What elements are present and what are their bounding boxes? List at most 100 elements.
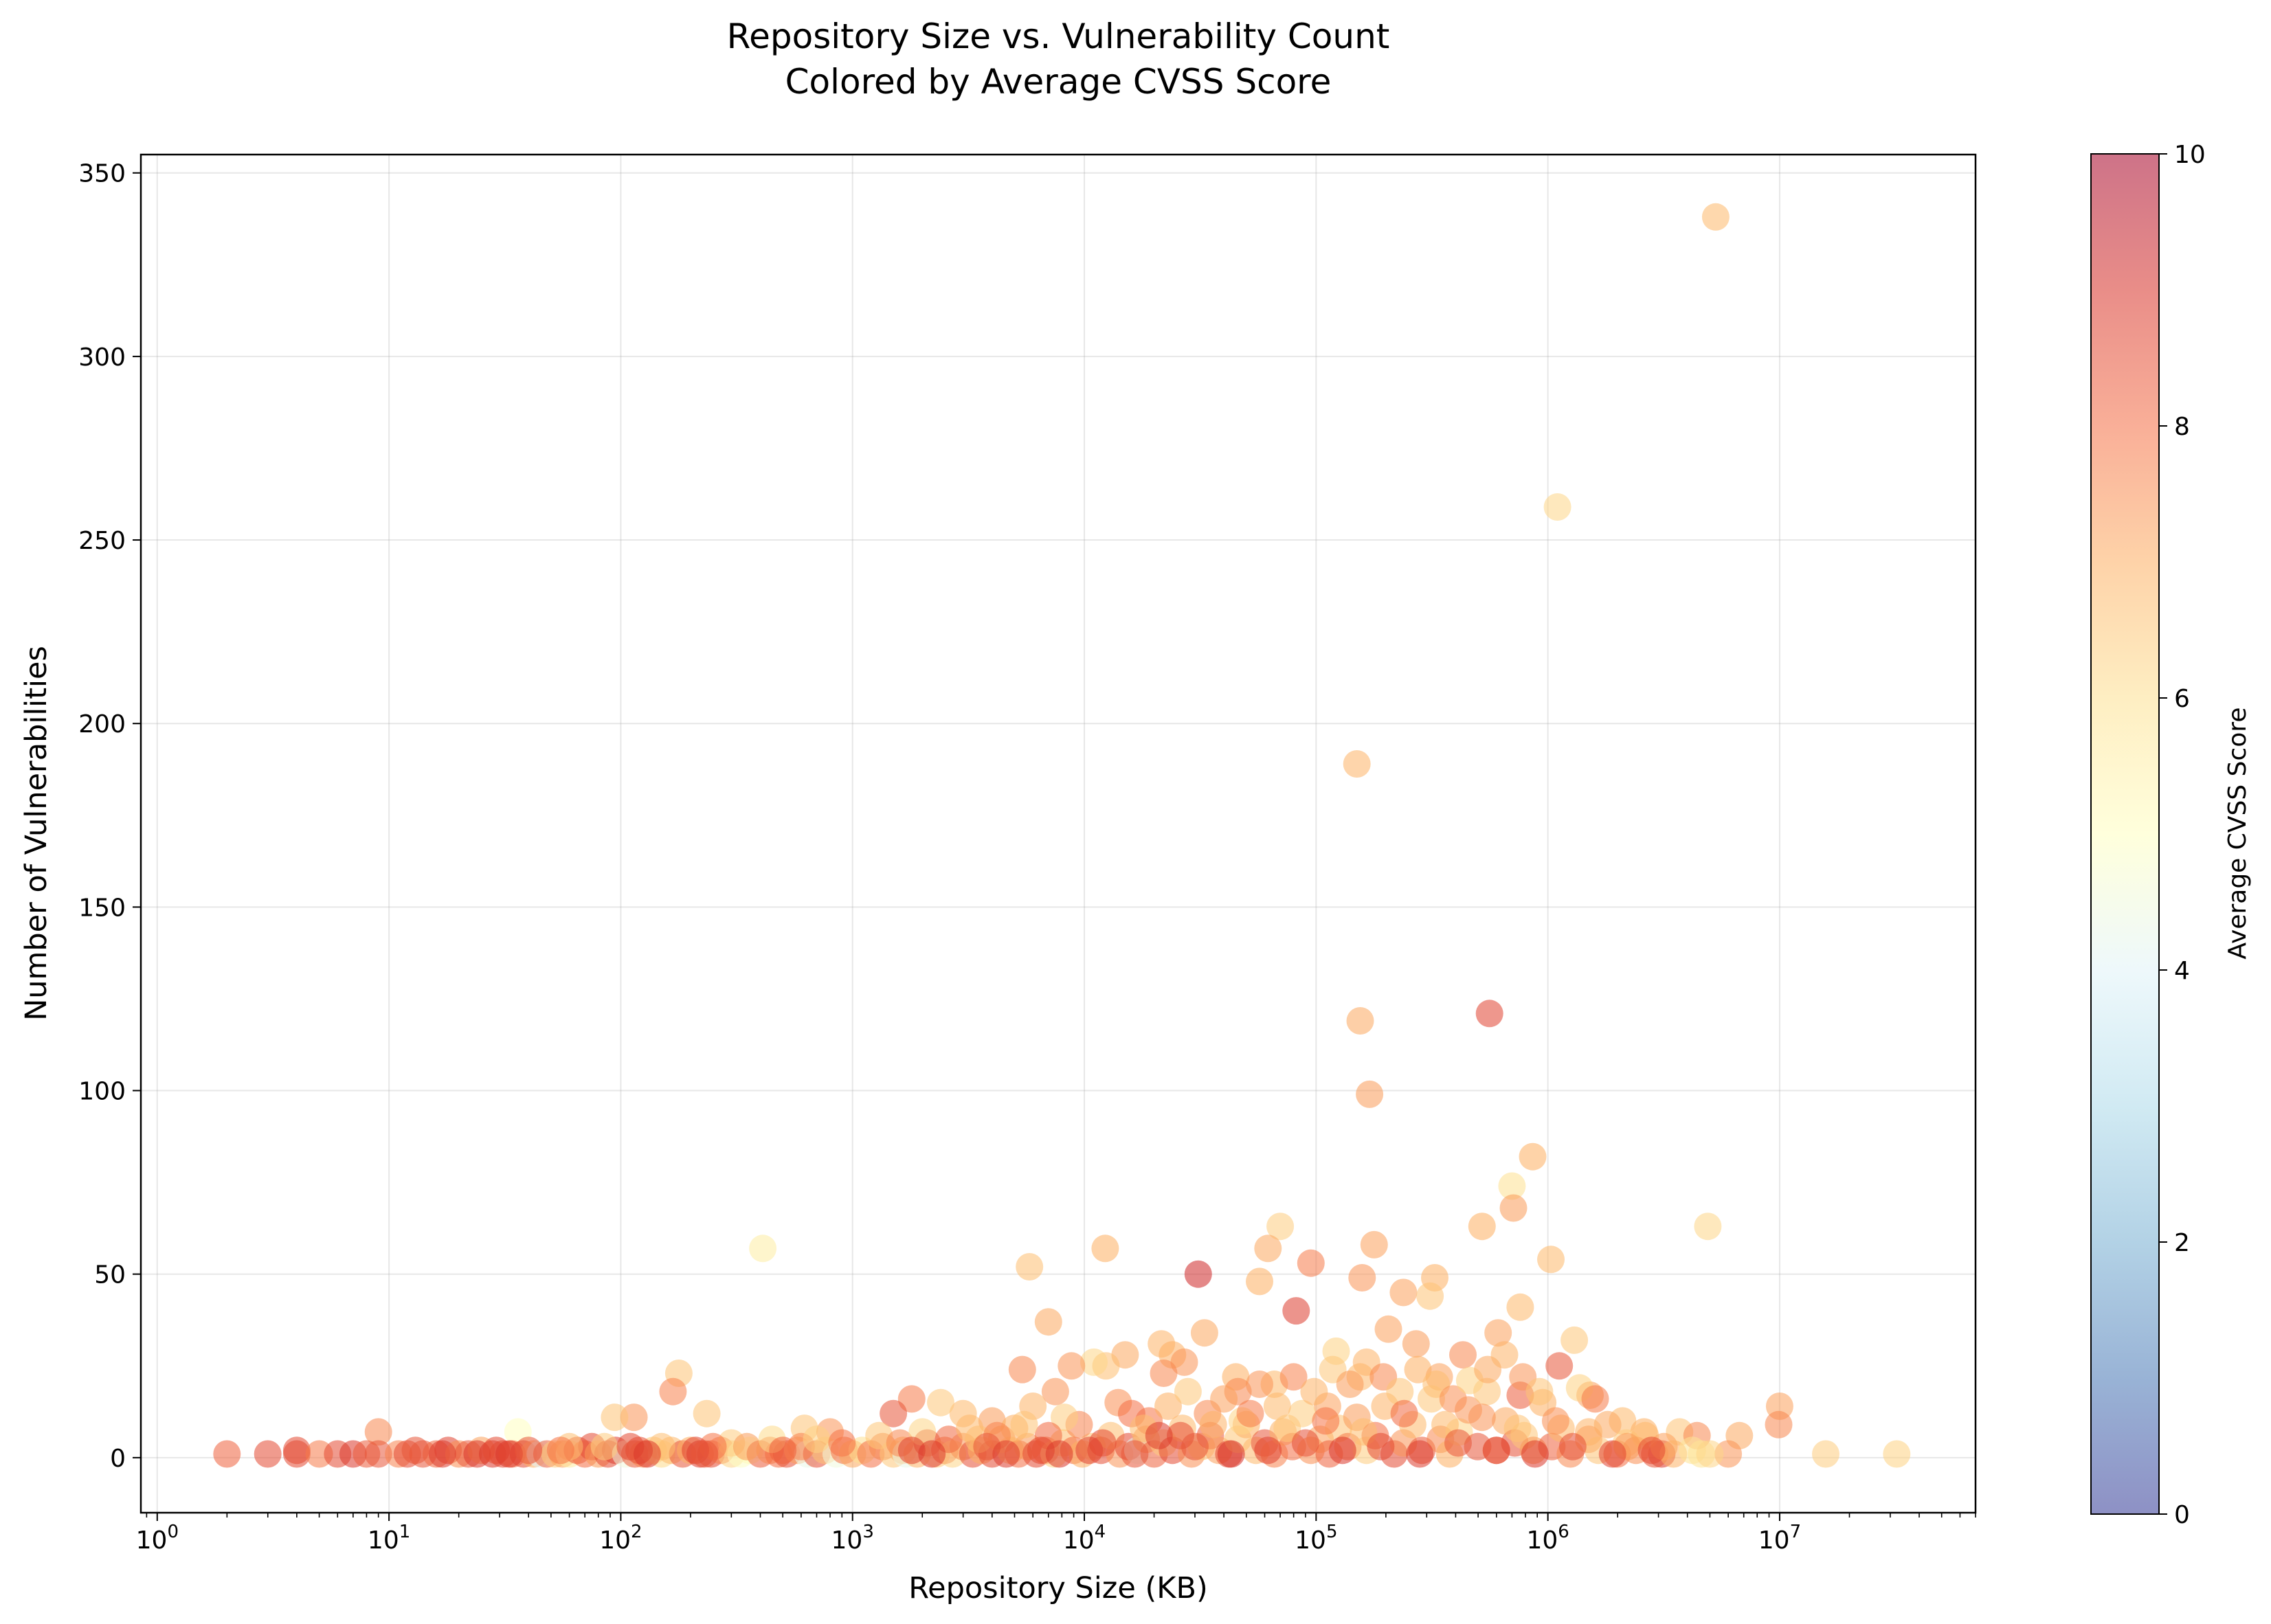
scatter-point (1282, 1297, 1310, 1325)
data-points (213, 203, 1911, 1468)
scatter-point (1367, 1432, 1395, 1461)
scatter-point (1498, 1172, 1526, 1200)
scatter-point (1246, 1371, 1273, 1398)
scatter-point (1346, 1007, 1374, 1035)
scatter-point (1190, 1319, 1218, 1347)
colorbar-gradient (2090, 153, 2160, 1515)
scatter-point (1404, 1355, 1432, 1384)
scatter-point (1210, 1385, 1238, 1413)
scatter-point (880, 1399, 908, 1428)
scatter-point (803, 1425, 831, 1454)
colorbar-ticks: 0 2 4 6 8 10 (2159, 141, 2206, 1529)
scatter-point (1174, 1377, 1202, 1406)
y-tick-label: 150 (78, 894, 126, 922)
y-axis-label: Number of Vulnerabilities (19, 646, 54, 1021)
scatter-point (1008, 1355, 1036, 1384)
scatter-point (1468, 1213, 1496, 1241)
scatter-point (633, 1440, 661, 1468)
scatter-point (590, 1432, 618, 1461)
scatter-point (1184, 1260, 1212, 1288)
scatter-point (956, 1414, 984, 1443)
scatter-point (1356, 1080, 1384, 1108)
scatter-point (691, 1440, 719, 1468)
colorbar-tick-label: 10 (2174, 141, 2206, 169)
scatter-point (1263, 1392, 1291, 1420)
scatter-point (1291, 1429, 1319, 1457)
scatter-point (769, 1436, 797, 1465)
scatter-point (1336, 1371, 1364, 1398)
scatter-point (1883, 1440, 1911, 1468)
scatter-point (1812, 1440, 1839, 1468)
scatter-point (1521, 1440, 1549, 1468)
scatter-point (1051, 1403, 1078, 1432)
scatter-point (897, 1385, 926, 1413)
scatter-point (1694, 1213, 1722, 1241)
chart-subtitle: Colored by Average CVSS Score (785, 62, 1332, 102)
scatter-point (659, 1377, 687, 1406)
y-tick-label: 250 (78, 527, 126, 555)
scatter-point (1045, 1440, 1073, 1468)
scatter-point (1328, 1436, 1356, 1465)
scatter-point (918, 1440, 946, 1468)
scatter-point (1254, 1234, 1282, 1263)
scatter-point (254, 1440, 282, 1468)
y-axis-ticks: 0 50 100 150 200 250 300 350 (78, 160, 141, 1473)
scatter-point (1484, 1319, 1512, 1347)
scatter-point (1598, 1440, 1626, 1468)
x-tick-label: 100 (136, 1522, 179, 1555)
scatter-point (515, 1436, 543, 1465)
scatter-point (1543, 493, 1571, 521)
scatter-point (927, 1388, 954, 1417)
scatter-point (1170, 1348, 1198, 1376)
scatter-point (1482, 1436, 1510, 1465)
scatter-point (1449, 1341, 1477, 1369)
scatter-point (1475, 1000, 1503, 1028)
x-axis-ticks: 100 101 102 103 104 105 106 107 (136, 1513, 1976, 1555)
scatter-point (1343, 750, 1371, 778)
scatter-point (1348, 1264, 1376, 1292)
scatter-point (1386, 1377, 1414, 1406)
scatter-point (749, 1234, 777, 1263)
scatter-point (1199, 1410, 1227, 1439)
scatter-point (213, 1440, 241, 1468)
scatter-point (1010, 1410, 1038, 1439)
scatter-point (1374, 1315, 1402, 1343)
scatter-point (1537, 1245, 1565, 1274)
scatter-point (693, 1399, 721, 1428)
colorbar-tick-label: 8 (2174, 413, 2190, 441)
scatter-point (732, 1432, 761, 1461)
scatter-point (364, 1418, 392, 1446)
scatter-point (1217, 1440, 1245, 1468)
scatter-point (1506, 1293, 1534, 1321)
scatter-point (1016, 1253, 1044, 1281)
scatter-point (1297, 1249, 1325, 1277)
scatter-point (428, 1440, 456, 1468)
scatter-point (1279, 1363, 1308, 1391)
scatter-point (1444, 1429, 1472, 1457)
colorbar-tick-label: 2 (2174, 1229, 2190, 1257)
scatter-point (1560, 1326, 1589, 1354)
y-tick-label: 350 (78, 160, 126, 188)
x-tick-label: 106 (1526, 1522, 1569, 1555)
colorbar-tick-label: 4 (2174, 957, 2190, 985)
scatter-point (1541, 1407, 1569, 1435)
scatter-point (1499, 1194, 1528, 1222)
scatter-point (1150, 1360, 1178, 1387)
scatter-point (1416, 1282, 1444, 1310)
scatter-point (1765, 1410, 1793, 1439)
scatter-point (1525, 1377, 1554, 1406)
scatter-point (992, 1440, 1020, 1468)
scatter-point (1273, 1414, 1301, 1443)
scatter-point (282, 1436, 311, 1465)
scatter-point (1058, 1352, 1086, 1380)
scatter-point (1545, 1352, 1574, 1380)
chart-title: Repository Size vs. Vulnerability Count (727, 16, 1390, 56)
plot-frame (139, 153, 1977, 1514)
scatter-point (1558, 1432, 1587, 1461)
colorbar: 0 2 4 6 8 10 Average CVSS Score (2090, 141, 2252, 1529)
scatter-point (1266, 1213, 1295, 1241)
scatter-point (620, 1403, 648, 1432)
y-tick-label: 300 (78, 343, 126, 372)
scatter-point (1034, 1308, 1062, 1336)
